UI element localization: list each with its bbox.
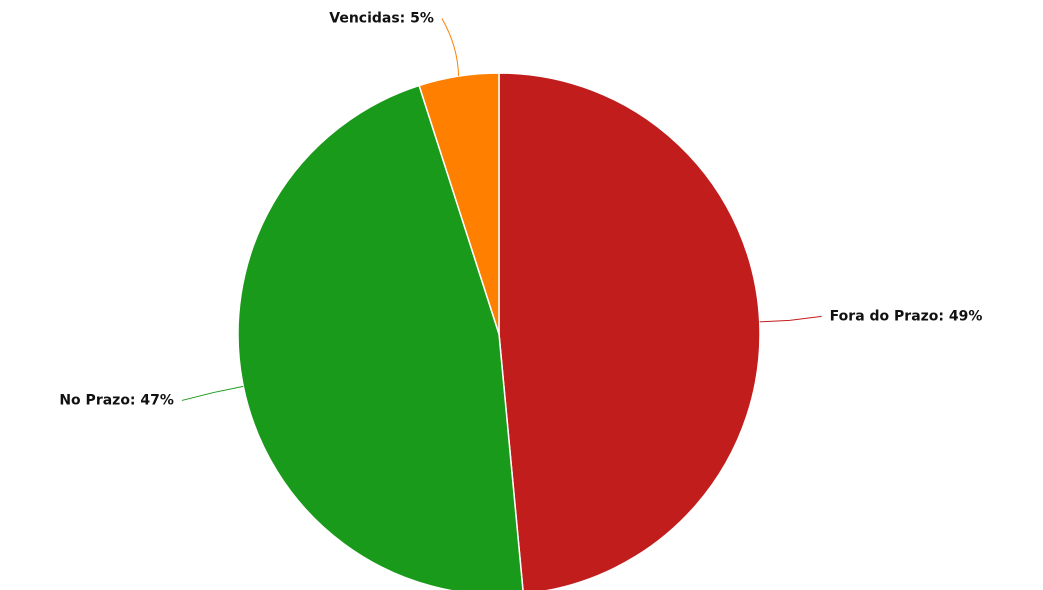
pie-slice	[418, 72, 500, 335]
data-label: Fora do Prazo: 49%	[830, 308, 983, 324]
pie-slice	[498, 72, 761, 590]
label-connector	[181, 385, 244, 401]
pie-slice	[237, 84, 524, 590]
data-label: Vencidas: 5%	[329, 11, 434, 27]
label-connector	[759, 315, 822, 323]
data-label: No Prazo: 47%	[59, 392, 174, 408]
label-connector	[441, 18, 460, 77]
